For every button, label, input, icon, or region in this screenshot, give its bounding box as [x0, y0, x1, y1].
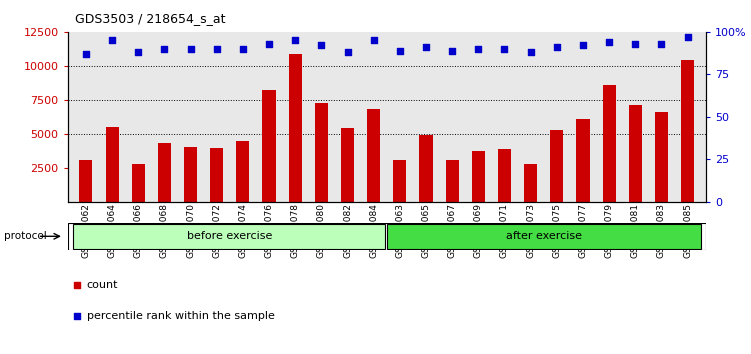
Bar [263, 90, 276, 202]
Bar [288, 53, 302, 202]
Point [577, 42, 589, 48]
Bar [472, 151, 485, 202]
Point [342, 50, 354, 55]
Point [656, 41, 668, 47]
Bar [341, 129, 354, 202]
Bar [602, 85, 616, 202]
Point [446, 48, 458, 53]
Point [368, 38, 380, 43]
Point [682, 34, 694, 40]
Bar [210, 148, 223, 202]
Point [420, 44, 432, 50]
Point [499, 46, 511, 52]
Point [106, 38, 118, 43]
Bar [550, 130, 563, 202]
Bar [681, 61, 694, 202]
Point [211, 46, 223, 52]
Point [185, 46, 197, 52]
Bar [420, 135, 433, 202]
FancyBboxPatch shape [68, 223, 706, 250]
FancyBboxPatch shape [73, 224, 385, 249]
Bar [106, 127, 119, 202]
Point [158, 46, 170, 52]
Text: count: count [87, 280, 118, 290]
Bar [394, 160, 406, 202]
Text: protocol: protocol [4, 231, 47, 241]
Text: GDS3503 / 218654_s_at: GDS3503 / 218654_s_at [75, 12, 225, 25]
Point [71, 314, 83, 319]
Point [525, 50, 537, 55]
Text: percentile rank within the sample: percentile rank within the sample [87, 312, 275, 321]
Point [263, 41, 275, 47]
Point [315, 42, 327, 48]
Bar [629, 105, 642, 202]
Bar [367, 109, 380, 202]
Bar [315, 103, 328, 202]
Bar [498, 149, 511, 202]
Point [603, 39, 615, 45]
Bar [524, 164, 537, 202]
Bar [158, 143, 171, 202]
Point [472, 46, 484, 52]
Bar [655, 112, 668, 202]
Point [132, 50, 144, 55]
Point [629, 41, 641, 47]
Text: after exercise: after exercise [505, 231, 582, 241]
Point [394, 48, 406, 53]
Bar [80, 160, 92, 202]
Point [289, 38, 301, 43]
Point [80, 51, 92, 57]
Bar [577, 119, 590, 202]
Bar [184, 147, 197, 202]
Bar [445, 160, 459, 202]
Text: before exercise: before exercise [187, 231, 273, 241]
Bar [131, 164, 145, 202]
Point [550, 44, 562, 50]
Point [71, 282, 83, 288]
Bar [237, 141, 249, 202]
FancyBboxPatch shape [387, 224, 701, 249]
Point [237, 46, 249, 52]
